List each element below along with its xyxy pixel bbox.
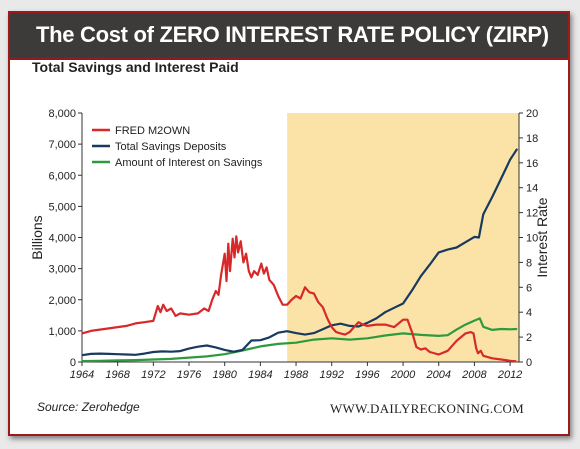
highlight-region bbox=[287, 113, 519, 362]
x-tick-label: 1984 bbox=[248, 369, 272, 381]
x-tick-label: 1964 bbox=[70, 369, 94, 381]
page-title: The Cost of ZERO INTEREST RATE POLICY (Z… bbox=[36, 22, 549, 47]
source-note: Source: Zerohedge bbox=[37, 400, 140, 414]
x-tick-label: 2004 bbox=[425, 369, 450, 381]
series-amount-of-interest-on-savings-line bbox=[81, 317, 518, 363]
x-tick-label: 1976 bbox=[177, 369, 202, 381]
y-tick-label: 1,000 bbox=[48, 326, 76, 338]
y-axis-ticks: 0 1,000 2,000 3,000 4,000 5,000 6,000 7,000 8,00… bbox=[48, 108, 82, 369]
y2-axis-label: Interest Rate bbox=[534, 197, 550, 277]
y-tick-label: 0 bbox=[70, 357, 76, 369]
series-lines bbox=[81, 148, 519, 363]
website-credit: WWW.DAILYRECKONING.COM bbox=[329, 401, 524, 416]
series-fred-m2own-line bbox=[81, 235, 517, 363]
x-tick-label: 1972 bbox=[141, 369, 165, 381]
title-banner: The Cost of ZERO INTEREST RATE POLICY (Z… bbox=[10, 13, 568, 60]
y-axis-label: Billions bbox=[29, 215, 45, 259]
y-tick-label: 6,000 bbox=[48, 170, 76, 182]
x-tick-label: 2000 bbox=[390, 369, 416, 381]
y-tick-label: 7,000 bbox=[48, 139, 76, 151]
y2-tick-label: 0 bbox=[526, 357, 532, 369]
y2-tick-label: 20 bbox=[526, 108, 538, 120]
x-tick-label: 1980 bbox=[212, 369, 237, 381]
x-tick-label: 2008 bbox=[461, 369, 487, 381]
chart-title: Total Savings and Interest Paid bbox=[32, 59, 239, 75]
legend: FRED M2OWN Total Savings Deposits Amount o… bbox=[92, 125, 263, 169]
y-tick-label: 8,000 bbox=[48, 108, 76, 120]
y2-tick-label: 4 bbox=[526, 307, 532, 319]
x-tick-label: 1988 bbox=[284, 369, 309, 381]
y2-tick-label: 8 bbox=[526, 257, 532, 269]
y2-tick-label: 10 bbox=[526, 233, 538, 245]
y2-tick-label: 12 bbox=[526, 208, 538, 220]
x-axis-ticks: 1964 1968 1972 1976 1980 1984 1988 1992 1996 2000… bbox=[70, 362, 522, 381]
legend-label: Total Savings Deposits bbox=[115, 141, 227, 153]
legend-label: Amount of Interest on Savings bbox=[115, 157, 263, 169]
y2-tick-label: 14 bbox=[526, 183, 538, 195]
x-tick-label: 1968 bbox=[105, 369, 130, 381]
y2-tick-label: 2 bbox=[526, 332, 532, 344]
y-tick-label: 3,000 bbox=[48, 264, 76, 276]
x-tick-label: 2012 bbox=[497, 369, 522, 381]
x-tick-label: 1996 bbox=[355, 369, 380, 381]
y2-tick-label: 6 bbox=[526, 282, 532, 294]
y-tick-label: 2,000 bbox=[48, 295, 76, 307]
y2-axis-ticks: 0 2 4 6 8 10 12 14 16 18 20 bbox=[519, 108, 538, 369]
x-tick-label: 1992 bbox=[319, 369, 343, 381]
y2-tick-label: 18 bbox=[526, 133, 538, 145]
y-tick-label: 4,000 bbox=[48, 233, 76, 245]
legend-label: FRED M2OWN bbox=[115, 125, 190, 137]
series-total-savings-deposits-line bbox=[81, 148, 519, 357]
y2-tick-label: 16 bbox=[526, 158, 538, 170]
y-tick-label: 5,000 bbox=[48, 201, 76, 213]
